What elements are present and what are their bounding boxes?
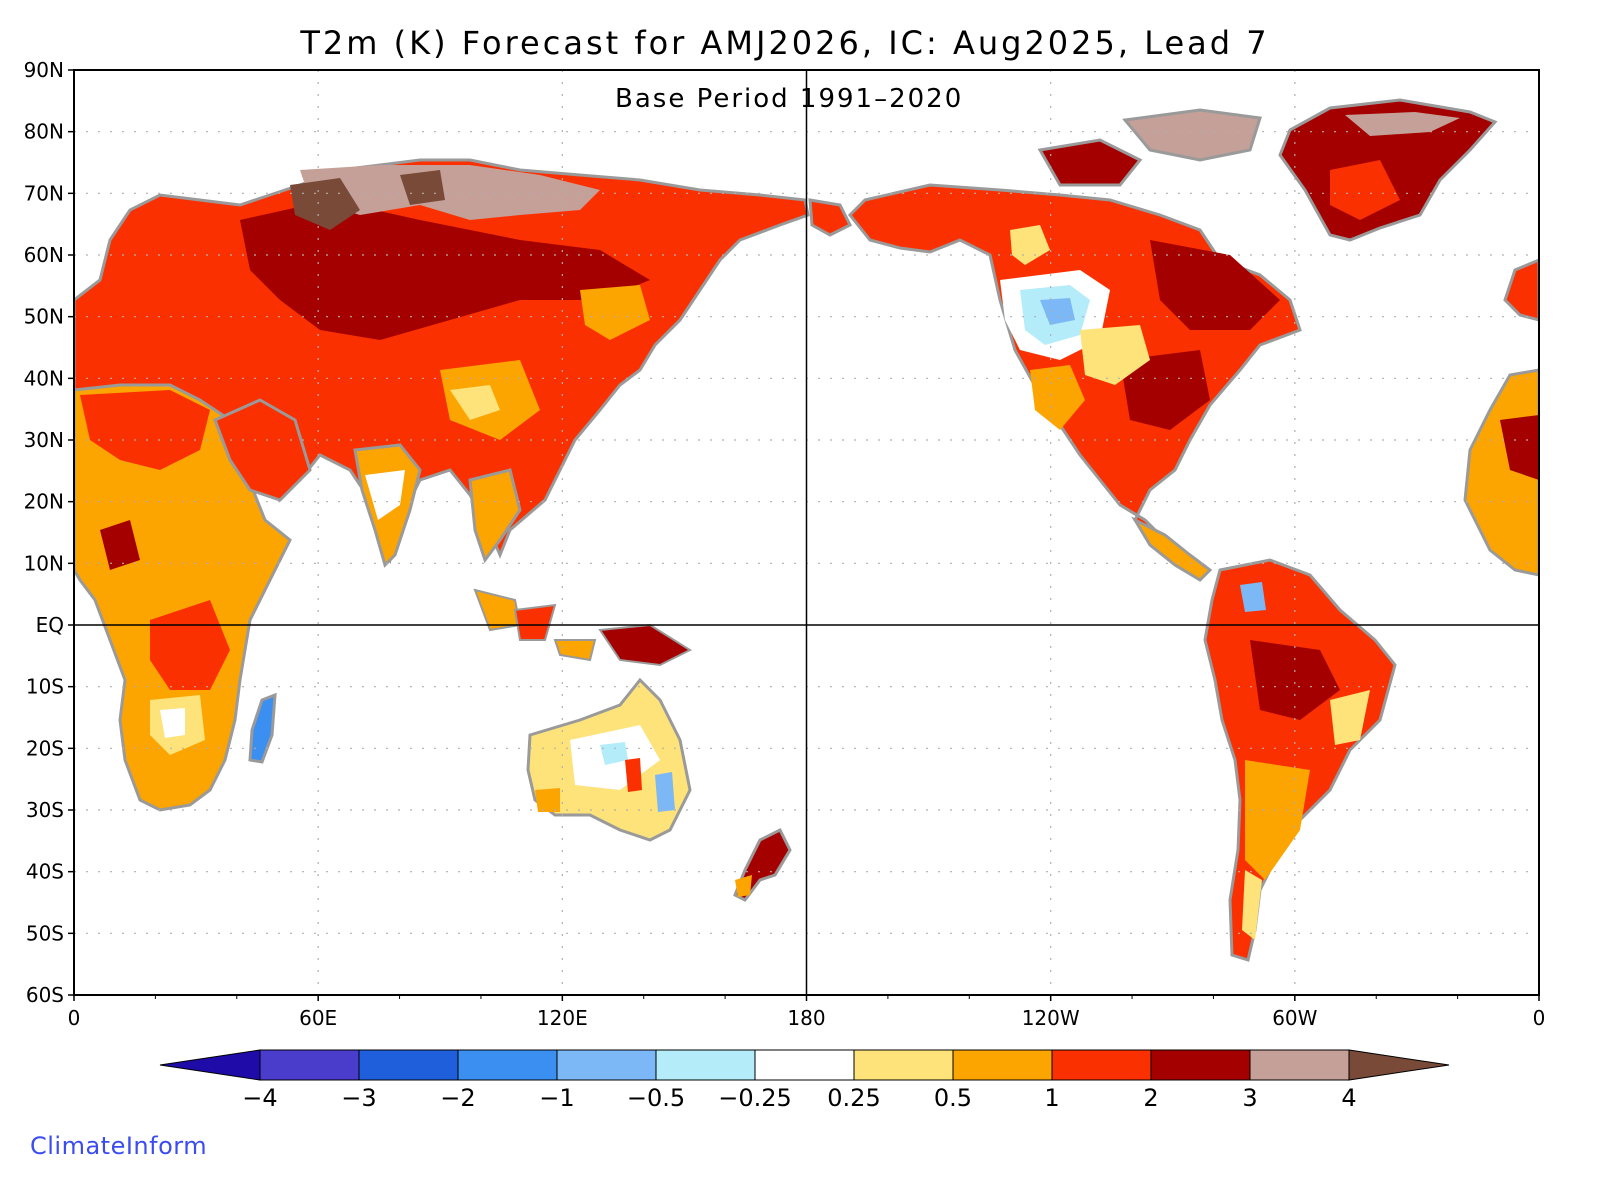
lon-label: 0 (1533, 1006, 1546, 1030)
lat-label: 50N (24, 305, 64, 329)
lat-label: 10N (24, 551, 64, 575)
colorbar-swatch (457, 1049, 558, 1081)
lat-label: EQ (36, 613, 64, 637)
arctic-islands-region (1122, 108, 1262, 162)
lon-label: 0 (68, 1006, 81, 1030)
colorbar-tick-label: −0.5 (627, 1084, 685, 1112)
base-period-label: Base Period 1991–2020 (615, 84, 964, 114)
colorbar-high-arrow (1348, 1049, 1450, 1081)
lat-label: 50S (26, 921, 64, 945)
colorbar-swatch (1150, 1049, 1251, 1081)
colorbar-tick-label: −1 (539, 1084, 574, 1112)
lon-label: 60W (1272, 1006, 1317, 1030)
colorbar-swatch (1249, 1049, 1350, 1081)
lat-label: 30S (26, 798, 64, 822)
colorbar: −4 −3 −2 −1 −0.5 −0.25 0.25 0.5 1 2 3 4 (159, 1049, 1450, 1112)
colorbar-low-arrow (159, 1049, 261, 1081)
longitude-labels: 0 60E 120E 180 120W 60W 0 (68, 995, 1546, 1030)
colorbar-swatch (259, 1049, 360, 1081)
south-america-region (1203, 558, 1397, 962)
colorbar-tick-label: 0.5 (934, 1084, 972, 1112)
lon-label: 60E (299, 1006, 337, 1030)
colorbar-tick-label: 1 (1044, 1084, 1059, 1112)
colorbar-tick-label: −3 (341, 1084, 376, 1112)
lat-label: 60S (26, 983, 64, 1007)
lat-label: 20S (26, 736, 64, 760)
lat-label: 90N (24, 58, 64, 82)
colorbar-swatch (655, 1049, 756, 1081)
colorbar-swatch (754, 1049, 855, 1081)
lat-label: 40S (26, 860, 64, 884)
colorbar-tick-label: −0.25 (718, 1084, 792, 1112)
lat-label: 20N (24, 490, 64, 514)
lon-label: 120E (537, 1006, 588, 1030)
colorbar-swatch (358, 1049, 459, 1081)
lat-label: 70N (24, 181, 64, 205)
latitude-labels: 90N 80N 70N 60N 50N 40N 30N 20N 10N EQ 10S 20S 30S 40… (24, 58, 74, 1007)
colorbar-tick-label: 0.25 (827, 1084, 880, 1112)
graticule (74, 70, 1539, 995)
lat-label: 60N (24, 243, 64, 267)
colorbar-tick-label: 2 (1143, 1084, 1158, 1112)
credit-label: ClimateInform (30, 1132, 208, 1160)
anomaly-shading (74, 98, 1539, 962)
lat-label: 10S (26, 675, 64, 699)
colorbar-tick-label: 3 (1242, 1084, 1257, 1112)
figure-title: T2m (K) Forecast for AMJ2026, IC: Aug202… (300, 24, 1270, 62)
colorbar-tick-label: −2 (440, 1084, 475, 1112)
colorbar-swatch (853, 1049, 954, 1081)
lon-label: 120W (1022, 1006, 1080, 1030)
colorbar-swatch (556, 1049, 657, 1081)
lat-label: 80N (24, 120, 64, 144)
colorbar-tick-label: 4 (1341, 1084, 1356, 1112)
colorbar-swatch (952, 1049, 1053, 1081)
colorbar-tick-label: −4 (242, 1084, 277, 1112)
lon-label: 180 (787, 1006, 825, 1030)
madagascar-region (248, 692, 277, 764)
north-america-region (847, 183, 1302, 564)
colorbar-swatch (1051, 1049, 1152, 1081)
lat-label: 40N (24, 366, 64, 390)
lat-label: 30N (24, 428, 64, 452)
